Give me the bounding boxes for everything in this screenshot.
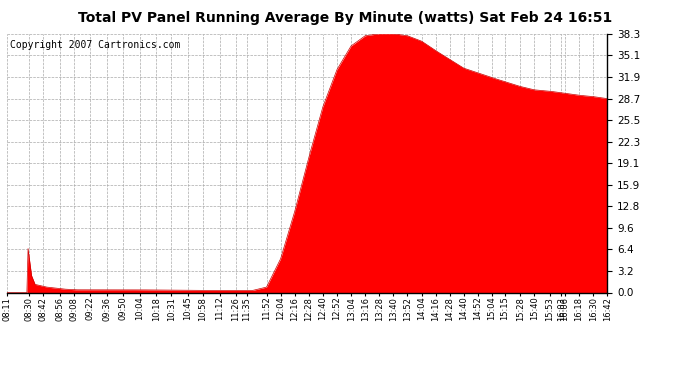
Text: Copyright 2007 Cartronics.com: Copyright 2007 Cartronics.com	[10, 40, 180, 50]
Text: Total PV Panel Running Average By Minute (watts) Sat Feb 24 16:51: Total PV Panel Running Average By Minute…	[78, 11, 612, 25]
